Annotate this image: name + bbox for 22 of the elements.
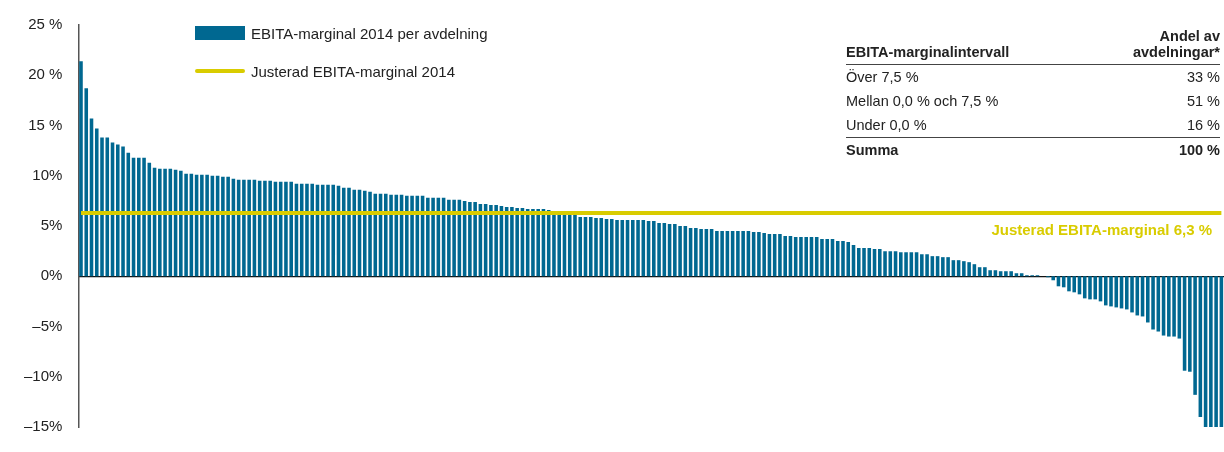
annotation: 51 % <box>1185 92 1220 111</box>
annotation: Summa <box>846 137 1110 162</box>
annotation: Andel av avdelningar* <box>1110 24 1220 65</box>
annotation: Över 7,5 % <box>846 68 920 87</box>
y-tick-label: 25 % <box>28 15 63 33</box>
y-tick-label: 10% <box>32 165 63 183</box>
annotation: Justerad EBITA-marginal 6,3 % <box>991 220 1212 238</box>
y-tick-label: –10% <box>23 366 63 384</box>
annotation: Mellan 0,0 % och 7,5 % <box>846 92 1000 111</box>
y-tick-label: 20 % <box>28 65 63 83</box>
y-tick-label: –5% <box>32 316 63 334</box>
annotation: 100 % <box>1110 137 1220 162</box>
annotation: EBITA-marginalintervall <box>846 24 1110 65</box>
annotation: 16 % <box>1185 116 1220 135</box>
y-tick-label: 15 % <box>28 115 63 133</box>
legend-label: Justerad EBITA-marginal 2014 <box>251 62 455 80</box>
legend-label: EBITA-marginal 2014 per avdelning <box>251 24 488 42</box>
y-tick-label: –15% <box>23 417 63 435</box>
y-tick-label: 0% <box>40 266 63 284</box>
annotation: 33 % <box>1185 68 1220 87</box>
annotation: Under 0,0 % <box>846 116 928 135</box>
y-tick-label: 5% <box>40 216 63 234</box>
